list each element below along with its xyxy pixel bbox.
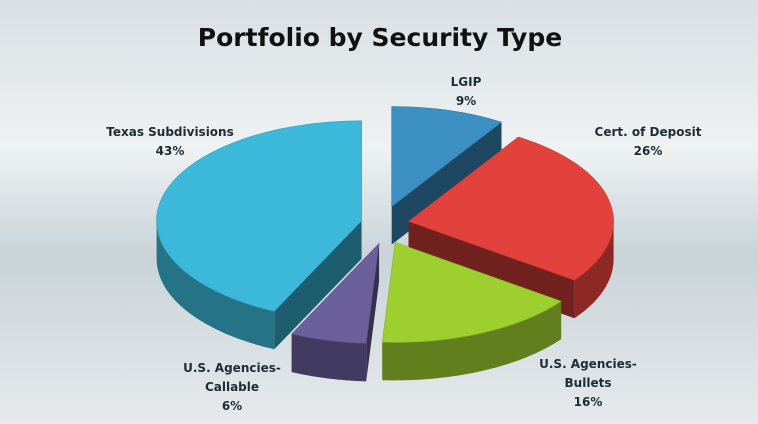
slice [391, 106, 503, 208]
value-label: 43% [156, 144, 185, 158]
value-label: 9% [456, 94, 476, 108]
slice [407, 136, 614, 281]
category-label: Cert. of Deposit [595, 125, 702, 139]
category-label: U.S. Agencies-Callable [183, 361, 281, 394]
category-label: LGIP [451, 75, 482, 89]
value-label: 6% [222, 399, 242, 413]
value-label: 26% [634, 144, 663, 158]
category-label: U.S. Agencies-Bullets [539, 357, 637, 390]
value-label: 16% [574, 395, 603, 409]
chart-title: Portfolio by Security Type [198, 23, 562, 52]
slice-wall [574, 221, 614, 319]
slice-wall [291, 334, 367, 382]
slice [381, 241, 562, 343]
slice-wall [156, 220, 275, 350]
slice [291, 242, 380, 344]
slice [156, 120, 362, 312]
slice-side [274, 220, 362, 350]
slice-wall [382, 301, 562, 381]
category-label: Texas Subdivisions [106, 125, 234, 139]
